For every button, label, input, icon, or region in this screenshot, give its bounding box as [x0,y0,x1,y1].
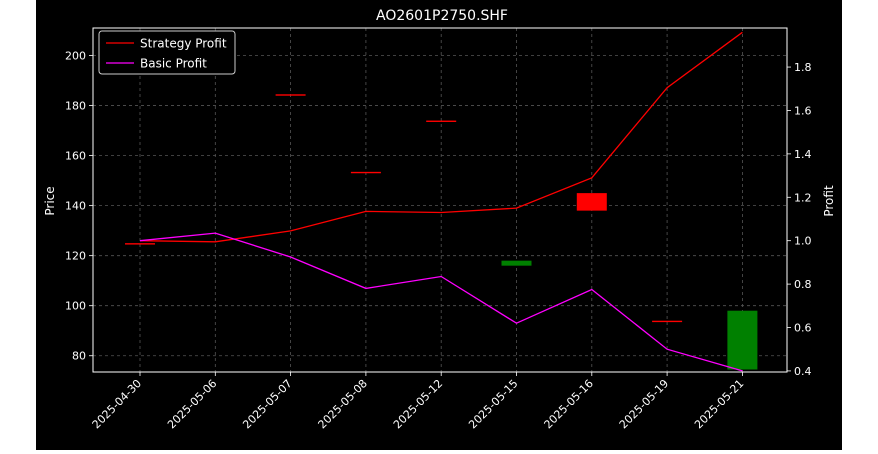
y-tick-label: 120 [65,250,86,263]
y-tick-label: 180 [65,100,86,113]
y2-tick-label: 1.4 [794,148,812,161]
x-tick-label: 2025-05-16 [542,377,596,431]
y-tick-label: 200 [65,50,86,63]
chart-svg: AO2601P2750.SHF 2025-04-30 2025-05-06 2025… [43,8,836,431]
y2-tick-label: 1.8 [794,61,812,74]
chart-title: AO2601P2750.SHF [376,8,508,24]
y-tick-label: 100 [65,300,86,313]
grid [93,28,787,372]
y-tick-label: 80 [72,350,86,363]
x-tick-label: 2025-05-21 [692,377,746,431]
y2-tick-label: 0.8 [794,278,812,291]
candle-2025-05-08 [350,171,381,174]
plot-frame [92,27,788,373]
legend-label-strategy-profit: Strategy Profit [140,37,227,51]
y2-tick-label: 0.6 [794,322,812,335]
x-tick-label: 2025-05-15 [466,377,520,431]
axes: 2025-04-30 2025-05-06 2025-05-07 2025-05-08… [65,27,812,431]
x-tick-label: 2025-05-07 [240,377,294,431]
y2-tick-label: 1.6 [794,104,812,117]
candle-2025-05-19 [652,320,683,323]
profit-lines [139,31,743,372]
x-tick-label: 2025-05-19 [617,377,671,431]
line-basic-profit [139,232,743,372]
y2-tick-label: 1.0 [794,235,812,248]
candle-2025-05-21 [727,310,758,370]
candle-2025-05-07 [275,94,306,96]
x-tick-label: 2025-05-08 [316,377,370,431]
legend: Strategy Profit Basic Profit [98,30,236,75]
legend-label-basic-profit: Basic Profit [140,57,207,71]
candle-2025-05-16 [576,193,607,211]
candle-2025-05-12 [426,120,457,122]
candle-2025-05-15 [501,260,532,266]
x-tick-label: 2025-05-06 [165,377,219,431]
line-strategy-profit [139,31,743,243]
candle-2025-04-30 [125,243,155,245]
y2-tick-label: 1.2 [794,191,812,204]
x-tick-label: 2025-04-30 [90,377,144,431]
y2-tick-label: 0.4 [794,365,812,378]
y2-axis-label: Profit [822,185,836,217]
y-tick-label: 160 [65,150,86,163]
x-tick-label: 2025-05-12 [391,377,445,431]
y-axis-label: Price [43,186,57,215]
chart-figure: AO2601P2750.SHF 2025-04-30 2025-05-06 2025… [36,0,842,450]
y-tick-label: 140 [65,200,86,213]
